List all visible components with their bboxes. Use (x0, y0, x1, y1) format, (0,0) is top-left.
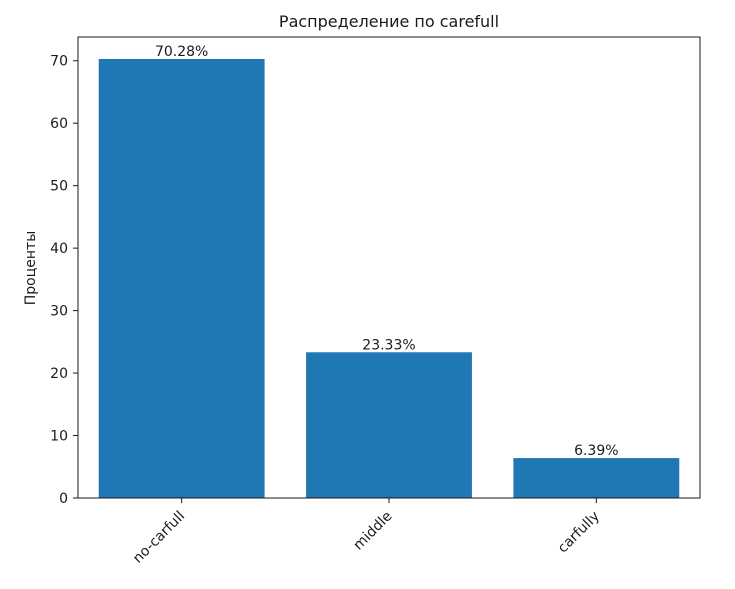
y-tick-label-0: 0 (59, 491, 68, 507)
data-label-middle: 23.33% (362, 337, 415, 353)
plot-area: 70.28% no-carfull 23.33% middle 6.39% carfull… (50, 36, 701, 567)
data-label-carfully: 6.39% (574, 443, 618, 459)
x-tick-label-carfully: carfully (555, 508, 603, 556)
data-label-no-carfull: 70.28% (155, 44, 208, 60)
x-tick-label-no-carfull: no-carfull (130, 508, 188, 566)
plot-frame (77, 36, 701, 499)
y-tick-label-60: 60 (50, 116, 68, 132)
y-tick-label-70: 70 (50, 54, 68, 70)
y-tick-label-20: 20 (50, 366, 68, 382)
y-tick-label-30: 30 (50, 304, 68, 320)
x-tick-label-middle: middle (350, 508, 395, 553)
chart-title: Распределение по carefull (279, 12, 499, 31)
bar-carfully (513, 458, 680, 498)
y-tick-label-10: 10 (50, 429, 68, 445)
y-tick-label-50: 50 (50, 179, 68, 195)
y-tick-label-40: 40 (50, 241, 68, 257)
bar-no-carfull (98, 58, 265, 499)
bar-middle (306, 352, 472, 498)
y-axis-label: Проценты (23, 231, 39, 305)
